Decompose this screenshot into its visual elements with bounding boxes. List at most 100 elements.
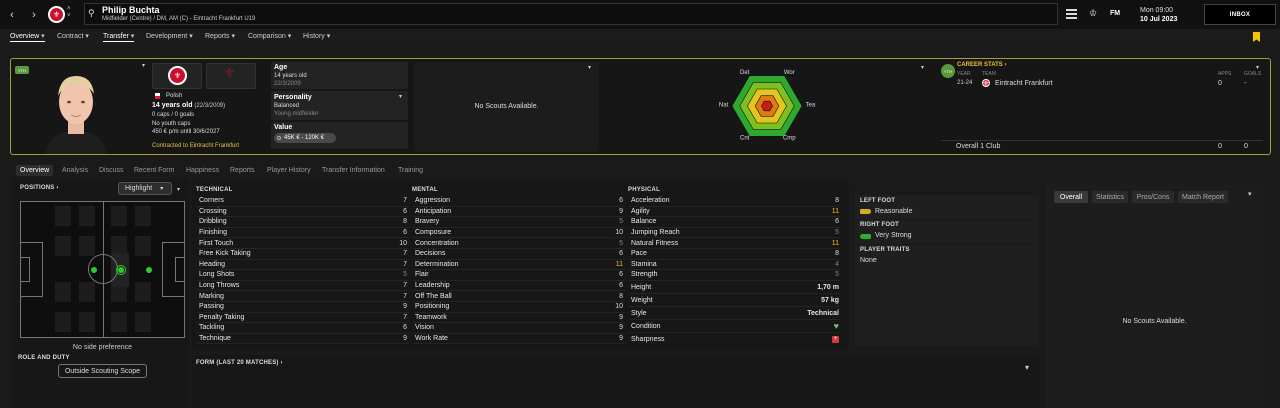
attribute-row: Work Rate 9	[413, 334, 625, 345]
career-total-goals: 0	[1244, 143, 1248, 150]
mental-title: MENTAL	[412, 187, 438, 193]
chevron-down-icon[interactable]: ▾	[177, 187, 181, 193]
game-date: 10 Jul 2023	[1140, 16, 1178, 23]
attribute-row: Strength 5	[629, 270, 841, 281]
menu-reports[interactable]: Reports ▾	[205, 33, 235, 40]
player-traits-value: None	[860, 257, 877, 264]
attribute-row: Flair 6	[413, 270, 625, 281]
subtab-overview[interactable]: Overview	[16, 165, 54, 176]
attribute-value: 8	[619, 292, 623, 300]
chevron-down-icon[interactable]: ▾	[399, 94, 403, 100]
attribute-value: 5	[619, 239, 623, 247]
attribute-value: 9	[619, 313, 623, 321]
subtab-happiness[interactable]: Happiness	[186, 167, 220, 174]
tab-statistics[interactable]: Statistics	[1092, 191, 1128, 203]
position-dot-am[interactable]	[146, 267, 152, 273]
subtab-analysis[interactable]: Analysis	[62, 167, 89, 174]
menu-contract[interactable]: Contract ▾	[57, 33, 89, 40]
right-no-scouts-text: No Scouts Available.	[1122, 318, 1187, 325]
game-time: Mon 09:00	[1140, 7, 1174, 14]
attributes-panel	[192, 180, 849, 350]
career-row-team[interactable]: Eintracht Frankfurt	[995, 80, 1053, 87]
subtab-player-history[interactable]: Player History	[267, 167, 311, 174]
attribute-name: Marking	[199, 292, 224, 300]
attribute-row: Positioning 10	[413, 302, 625, 313]
chevron-down-icon[interactable]: ▾	[142, 63, 146, 69]
search-bar[interactable]	[84, 3, 1058, 25]
switch-chevrons-icon[interactable]: ˄ ˅	[67, 6, 71, 19]
attribute-row: Technique 9	[197, 334, 409, 345]
physical-list: Acceleration 8 Agility 11 Balance 6 Jumping Re…	[629, 196, 841, 281]
menu-development[interactable]: Development ▾	[146, 33, 193, 40]
bookmark-icon[interactable]	[1253, 32, 1260, 42]
attribute-name: Stamina	[631, 260, 657, 268]
attribute-name: Penalty Taking	[199, 313, 245, 321]
forward-arrow-icon[interactable]: ›	[32, 8, 36, 21]
career-stats-title[interactable]: CAREER STATS ›	[957, 62, 1007, 68]
chevron-down-icon[interactable]: ▾	[1248, 191, 1252, 198]
subtab-training[interactable]: Training	[398, 167, 424, 174]
menu-history[interactable]: History ▾	[303, 33, 331, 40]
position-dot-dm[interactable]	[91, 267, 97, 273]
attribute-value: 7	[403, 260, 407, 268]
attribute-row: Anticipation 9	[413, 207, 625, 218]
attribute-row: Vision 9	[413, 323, 625, 334]
tab-pros-cons[interactable]: Pros/Cons	[1132, 191, 1174, 203]
youth-caps: No youth caps	[152, 121, 191, 127]
fm-logo[interactable]: FM	[1110, 10, 1121, 17]
technical-title: TECHNICAL	[196, 187, 233, 193]
attribute-name: Balance	[631, 218, 657, 226]
trophy-icon[interactable]: ♔	[1089, 8, 1098, 18]
attribute-value: 5	[619, 218, 623, 226]
attribute-row: Off The Ball 8	[413, 291, 625, 302]
attribute-row: Aggression 6	[413, 196, 625, 207]
attribute-row: Decisions 6	[413, 249, 625, 260]
attribute-row: Teamwork 9	[413, 313, 625, 324]
chevron-down-icon[interactable]: ▾	[588, 65, 592, 71]
highlight-dropdown[interactable]: Highlight ▾	[118, 182, 172, 195]
menu-icon[interactable]	[1066, 9, 1077, 19]
radar-level	[761, 100, 773, 112]
attribute-name: Finishing	[199, 229, 228, 237]
attribute-value: 5	[403, 271, 407, 279]
attribute-value: 6	[403, 324, 407, 332]
sharpness-row: Sharpness +	[631, 336, 839, 343]
attribute-row: Composure 10	[413, 228, 625, 239]
attribute-row: Crossing 6	[197, 207, 409, 218]
outside-scouting-scope-button[interactable]: Outside Scouting Scope	[58, 364, 147, 378]
subtab-transfer-information[interactable]: Transfer Information	[322, 167, 385, 174]
youth-badge: YTH	[941, 64, 955, 78]
position-dot-mc[interactable]	[118, 267, 124, 273]
tab-match-report[interactable]: Match Report	[1178, 191, 1228, 203]
menu-comparison[interactable]: Comparison ▾	[248, 33, 292, 40]
chevron-down-icon[interactable]: ▾	[921, 65, 925, 71]
subtab-reports[interactable]: Reports	[230, 167, 255, 174]
subtab-recent-form[interactable]: Recent Form	[134, 167, 175, 174]
value-pill[interactable]: 45K € - 120K €	[274, 133, 336, 143]
second-team-crest-box[interactable]	[206, 63, 256, 89]
chevron-down-icon: ▾	[231, 33, 235, 40]
positions-title[interactable]: POSITIONS ›	[20, 185, 59, 191]
personality-sub: Young midfielder	[274, 111, 319, 117]
search-icon[interactable]: ⚲	[88, 8, 95, 18]
condition-row: Condition ♥	[629, 321, 841, 333]
chevron-down-icon[interactable]: ▾	[1256, 65, 1260, 71]
chevron-down-icon[interactable]: ▾	[1025, 363, 1030, 372]
back-arrow-icon[interactable]: ‹	[10, 8, 14, 21]
attribute-value: 7	[403, 250, 407, 258]
subtab-discuss[interactable]: Discuss	[99, 167, 124, 174]
menu-bar	[0, 29, 1280, 46]
menu-overview[interactable]: Overview ▾	[10, 33, 45, 42]
club-crest-icon[interactable]	[48, 6, 65, 23]
menu-transfer[interactable]: Transfer ▾	[103, 33, 135, 42]
inbox-button[interactable]: INBOX	[1204, 4, 1276, 25]
attribute-name: Bravery	[415, 218, 440, 226]
attribute-value: 5	[835, 229, 839, 237]
attribute-name: Anticipation	[415, 207, 452, 215]
tab-overall[interactable]: Overall	[1054, 191, 1088, 203]
club-crest-icon	[168, 66, 187, 85]
radar-label: Cnt	[740, 135, 750, 141]
radar-label: Cmp	[783, 135, 796, 141]
attribute-name: Concentration	[415, 239, 459, 247]
form-title[interactable]: FORM (LAST 20 MATCHES) ›	[196, 360, 283, 366]
